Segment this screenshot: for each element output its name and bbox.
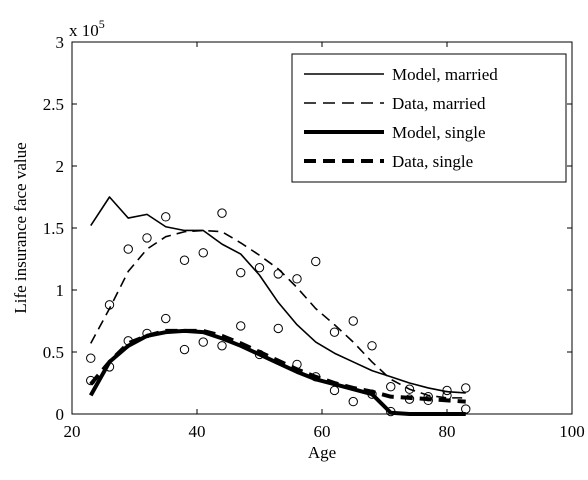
scatter-point [179, 344, 190, 355]
y-tick-label: 1 [56, 281, 65, 300]
legend-label-1: Model, married [392, 65, 498, 84]
scatter-point [142, 328, 152, 339]
plot-lines [89, 196, 466, 416]
scatter-point [198, 248, 208, 258]
scatter-point [404, 394, 415, 404]
scatter-point [254, 262, 265, 273]
scatter-point [217, 341, 227, 351]
scatter-point [236, 267, 246, 278]
y-axis-multiplier: x 105 [69, 17, 105, 40]
scatter-point [86, 375, 96, 386]
scatter-point [348, 316, 358, 326]
scatter-point [367, 341, 377, 351]
scatter-point [142, 233, 152, 243]
scatter-point [404, 384, 415, 394]
y-tick-label: 0 [56, 405, 65, 424]
y-tick-label: 3 [56, 33, 65, 52]
scatter-point [461, 383, 471, 393]
y-axis-label: Life insurance face value [11, 142, 30, 313]
scatter-point [123, 336, 133, 346]
series-line-2 [90, 229, 466, 399]
x-tick-label: 20 [64, 422, 81, 441]
scatter-point [104, 300, 115, 310]
scatter-point [161, 313, 171, 324]
series-line-3 [89, 328, 466, 416]
scatter-point [123, 244, 133, 254]
scatter-point [311, 372, 321, 382]
scatter-point [329, 327, 340, 337]
series-line-1 [90, 196, 466, 394]
scatter-point [329, 385, 340, 396]
scatter-point [254, 349, 265, 360]
x-tick-label: 40 [189, 422, 206, 441]
x-axis-label: Age [308, 443, 336, 462]
scatter-point [367, 389, 377, 399]
scatter-point [86, 353, 96, 363]
y-tick-label: 2 [56, 157, 65, 176]
y-tick-label: 0.5 [43, 343, 64, 362]
scatter-point [311, 256, 321, 267]
scatter-point [179, 255, 190, 265]
legend: Model, married Data, married Model, single… [291, 53, 567, 183]
scatter-point [104, 362, 115, 372]
x-axis-ticks: 20 40 60 80 100 [64, 42, 585, 441]
series-line-4 [89, 328, 466, 404]
y-tick-label: 2.5 [43, 95, 64, 114]
plot-points [86, 208, 471, 417]
scatter-point [273, 269, 283, 279]
scatter-point [161, 212, 171, 222]
y-tick-label: 1.5 [43, 219, 64, 238]
scatter-point [292, 274, 302, 284]
scatter-point [236, 321, 246, 331]
legend-label-2: Data, married [392, 94, 486, 113]
x-tick-label: 100 [559, 422, 585, 441]
scatter-point [423, 391, 433, 402]
scatter-point [292, 359, 302, 370]
x-tick-label: 80 [439, 422, 456, 441]
y-axis-ticks: 0 0.5 1 1.5 2 2.5 3 [43, 33, 572, 424]
scatter-point [461, 404, 471, 414]
legend-box [291, 53, 567, 183]
legend-label-3: Model, single [392, 123, 486, 142]
legend-label-4: Data, single [392, 152, 473, 171]
scatter-point [442, 385, 452, 396]
scatter-point [386, 406, 396, 417]
scatter-point [442, 390, 452, 401]
scatter-point [198, 337, 208, 347]
scatter-point [217, 208, 227, 218]
x-tick-label: 60 [314, 422, 331, 441]
scatter-point [348, 396, 358, 407]
scatter-point [386, 382, 396, 392]
scatter-point [423, 395, 433, 406]
scatter-point [273, 323, 283, 334]
